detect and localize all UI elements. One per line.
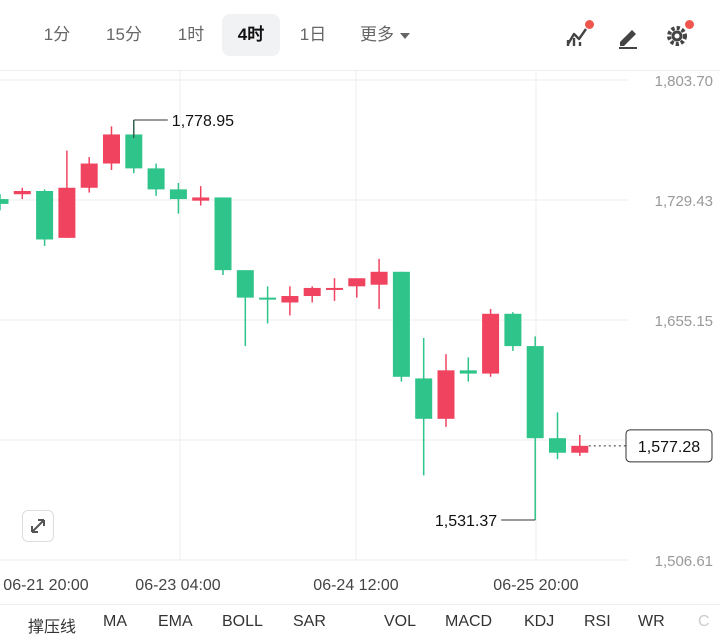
timeframe-4h[interactable]: 4时	[222, 14, 280, 56]
chevron-down-icon	[400, 32, 410, 39]
candlestick-chart[interactable]: 1,803.70 1,729.43 1,655.15 1,506.61 06-21 20…	[0, 70, 720, 602]
candle-body	[348, 278, 366, 287]
candle-body	[526, 346, 544, 439]
tab-macd[interactable]: MACD	[445, 613, 493, 630]
timeframe-1h[interactable]: 1时	[177, 25, 205, 44]
settings-gear-icon[interactable]	[664, 20, 694, 50]
last-price-label: 1,577.28	[638, 439, 700, 456]
more-timeframes-dropdown[interactable]: 更多	[350, 14, 420, 56]
tab-ema[interactable]: EMA	[158, 613, 193, 630]
x-tick-label: 06-21 20:00	[3, 577, 89, 594]
y-tick-label: 1,655.15	[655, 313, 713, 330]
expand-button[interactable]	[22, 510, 54, 542]
candle-body	[259, 297, 277, 300]
tab-boll[interactable]: BOLL	[222, 613, 263, 630]
candle-body	[303, 287, 321, 297]
candle-body	[437, 370, 455, 419]
candle-body	[459, 370, 477, 374]
tab-wr[interactable]: WR	[638, 613, 665, 630]
toolbar: 1分 15分 1时 4时 1日 更多	[0, 0, 720, 71]
candle-body	[214, 197, 232, 271]
candle-body	[326, 287, 343, 290]
notification-dot	[685, 20, 694, 29]
candle-body	[236, 270, 254, 298]
candle-body	[281, 296, 299, 303]
y-tick-label: 1,803.70	[655, 73, 713, 90]
candle-body	[392, 271, 410, 377]
tab-vol[interactable]: VOL	[384, 613, 417, 630]
candle-body	[36, 190, 54, 240]
y-tick-label: 1,729.43	[655, 193, 713, 210]
high-price-label: 1,778.95	[172, 113, 234, 130]
candle-body	[58, 187, 76, 238]
candle-body	[482, 313, 500, 374]
y-tick-label: 1,506.61	[655, 553, 713, 570]
candle-body	[370, 271, 388, 285]
candle-body	[13, 190, 31, 195]
indicator-icon[interactable]	[564, 20, 594, 50]
candle-body	[103, 134, 120, 164]
draw-pencil-icon[interactable]	[614, 22, 642, 50]
x-tick-label: 06-23 04:00	[135, 577, 221, 594]
tab-rsi[interactable]: RSI	[584, 613, 611, 630]
tab-more-c[interactable]: C	[698, 613, 710, 630]
x-tick-label: 06-24 12:00	[313, 577, 399, 594]
candle-body	[0, 199, 9, 204]
tab-sar[interactable]: SAR	[293, 613, 326, 630]
tab-support-resistance[interactable]: 撑压线	[28, 619, 77, 636]
low-price-label: 1,531.37	[435, 513, 497, 530]
candle-body	[169, 189, 187, 200]
candle-body	[549, 438, 566, 453]
candle-body	[571, 445, 589, 453]
expand-icon	[31, 519, 45, 533]
timeframe-15m[interactable]: 15分	[106, 25, 142, 44]
candle-body	[147, 168, 165, 190]
candle-body	[125, 134, 143, 169]
candle-body	[192, 197, 210, 201]
indicator-tabs: 撑压线 MA EMA BOLL SAR VOL MACD KDJ RSI WR …	[0, 604, 720, 636]
notification-dot	[585, 20, 594, 29]
tab-ma[interactable]: MA	[103, 613, 127, 630]
x-tick-label: 06-25 20:00	[493, 577, 579, 594]
candle-body	[504, 313, 522, 347]
more-label: 更多	[360, 25, 394, 44]
last-price-box	[625, 429, 713, 463]
timeframe-1d[interactable]: 1日	[299, 25, 327, 44]
candle-body	[415, 378, 433, 419]
candle-body	[80, 163, 98, 188]
timeframe-1m[interactable]: 1分	[43, 25, 71, 44]
tab-kdj[interactable]: KDJ	[524, 613, 555, 630]
